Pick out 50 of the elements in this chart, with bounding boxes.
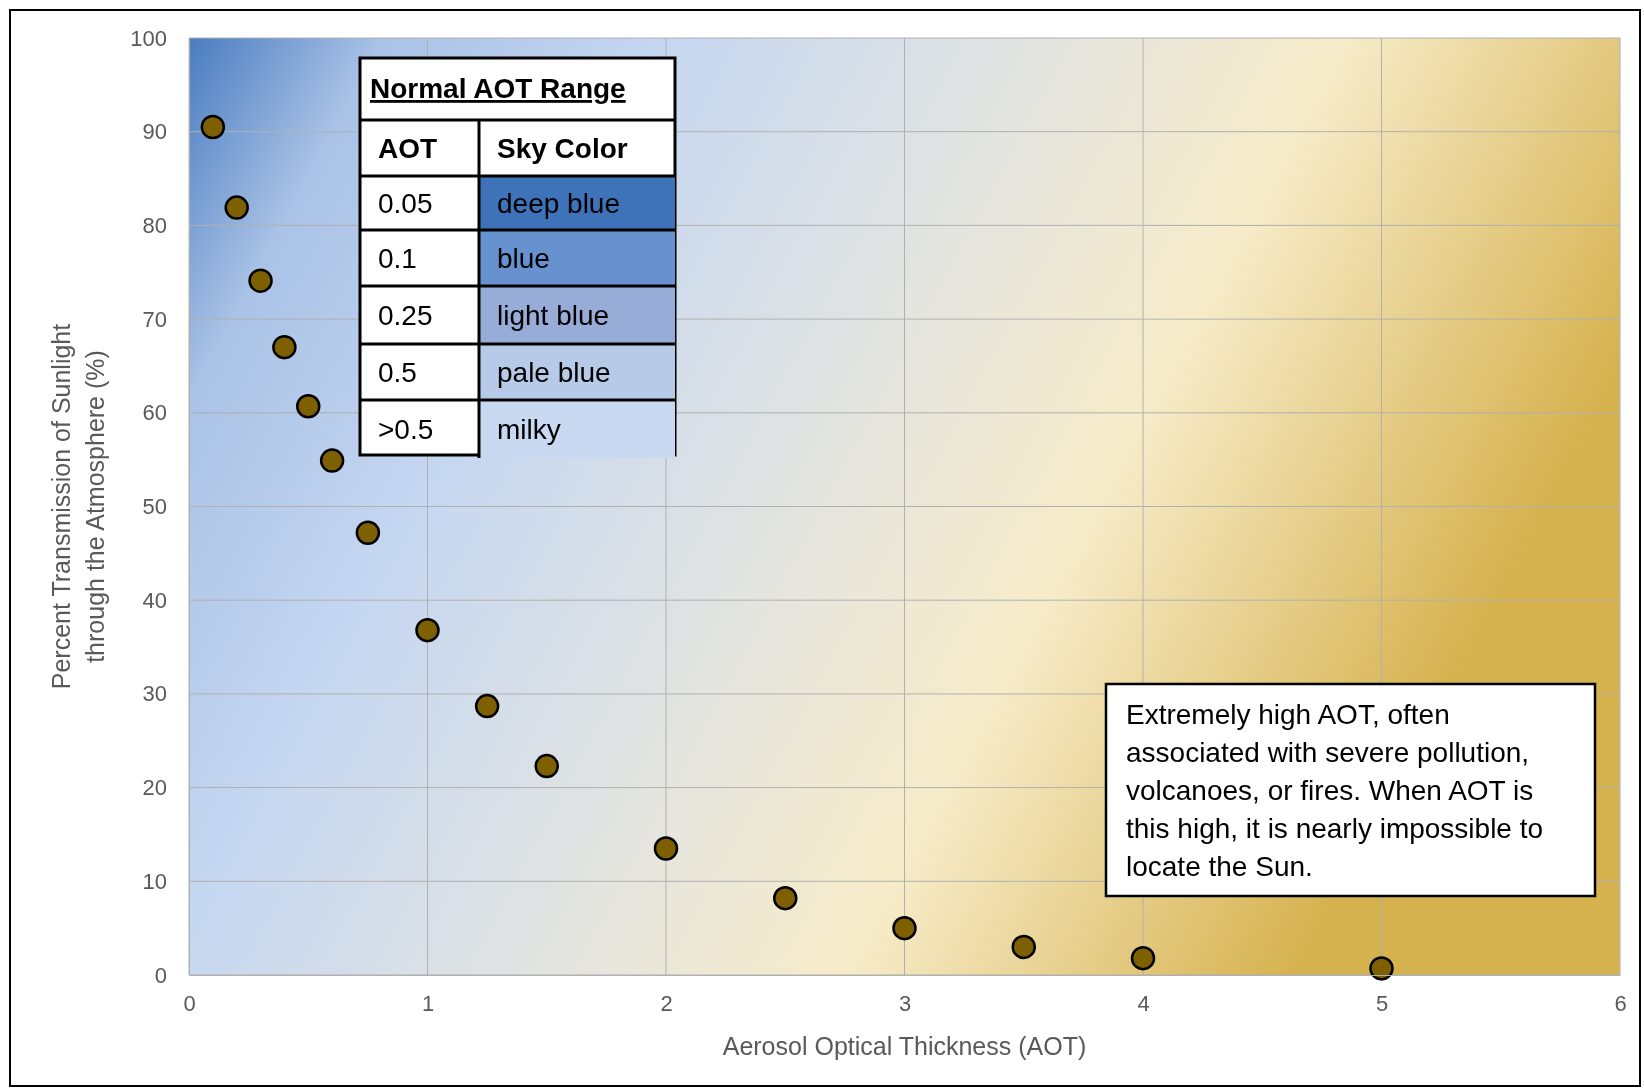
point (773, 885, 798, 911)
point (248, 268, 273, 293)
y-tick-label: 40 (142, 587, 167, 613)
y-tick-label: 70 (142, 306, 167, 332)
point (892, 915, 917, 941)
annotation: pale blue (497, 357, 611, 388)
point (653, 836, 679, 861)
point (415, 617, 440, 643)
x-tick-label: 2 (660, 990, 673, 1016)
y-tick-label: 100 (130, 25, 167, 51)
y-tick-label: 30 (142, 681, 167, 707)
point (1011, 934, 1036, 960)
y-axis-title: Percent Transmission of Sunlight through the Atmosphere (%) (47, 323, 109, 690)
point (200, 114, 226, 140)
annotation: Sky Color (497, 133, 628, 164)
x-tick-label: 5 (1375, 990, 1389, 1016)
y-tick-label: 50 (142, 494, 167, 520)
annotation: Extremely high AOT, often associated with severe pollution, volcanoes, or fires. When AOT is this high, it is nearly impossible to locate the Sun. (1126, 699, 1544, 882)
point (1369, 956, 1394, 981)
point (1130, 945, 1156, 971)
y-tick-label: 0 (154, 962, 167, 988)
x-tick-label: 3 (898, 990, 912, 1016)
annotation: 0.5 (378, 357, 417, 388)
point (474, 693, 500, 719)
annotation: milky (497, 414, 561, 445)
y-tick-label: 80 (142, 212, 167, 238)
annotation: Normal AOT Range (370, 73, 626, 104)
annotation: 0.05 (378, 188, 433, 219)
y-tick-label: 20 (142, 775, 167, 801)
x-tick-label: 1 (421, 990, 435, 1016)
point (534, 753, 559, 779)
x-axis-title: Aerosol Optical Thickness (AOT) (722, 1032, 1087, 1060)
x-tick-label: 6 (1614, 990, 1627, 1016)
annotation: 0.25 (378, 300, 433, 331)
point (224, 195, 249, 220)
annotation: AOT (378, 133, 438, 164)
annotation: light blue (497, 300, 610, 331)
y-tick-label: 60 (142, 400, 167, 426)
x-tick-label: 4 (1137, 990, 1150, 1016)
point (355, 520, 381, 545)
point (296, 394, 321, 419)
annotation: blue (497, 243, 550, 274)
y-tick-label: 90 (142, 119, 167, 145)
annotation: >0.5 (378, 414, 434, 445)
annotation: deep blue (497, 188, 621, 219)
y-tick-label: 10 (142, 868, 167, 894)
point (272, 334, 297, 360)
point (319, 448, 345, 473)
annotation: 0.1 (378, 243, 417, 274)
x-tick-label: 0 (183, 990, 196, 1016)
